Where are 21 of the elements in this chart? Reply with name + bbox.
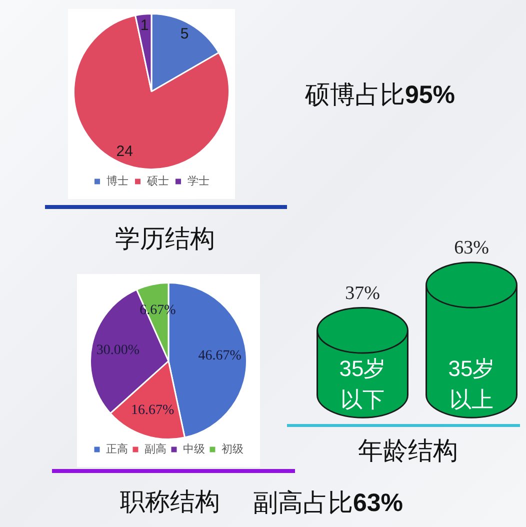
legend-label: 中级 [183,442,205,456]
legend-label: 副高 [144,442,166,456]
data-label: 5 [180,25,189,42]
legend-label: 正高 [106,442,128,456]
legend-label: 初级 [222,442,244,456]
legend-label: 硕士 [146,174,169,188]
data-label: 37% [345,282,380,304]
text: 学历结构 [115,225,215,255]
data-label: 46.67% [198,348,242,364]
legend-label: 学士 [187,174,210,188]
text: 职称结构 [120,488,220,518]
legend-label: 博士 [106,174,128,188]
data-label: 30.00% [96,342,140,358]
data-label: 24 [116,143,133,160]
data-label: 16.67% [130,402,174,418]
text: 副高占比63% [253,489,404,517]
text: 年龄结构 [358,437,458,467]
data-label: 63% [454,237,490,258]
category-label: 35岁以下 [338,355,387,414]
text: 硕博占比95% [305,81,456,109]
data-label: 1 [140,16,149,34]
